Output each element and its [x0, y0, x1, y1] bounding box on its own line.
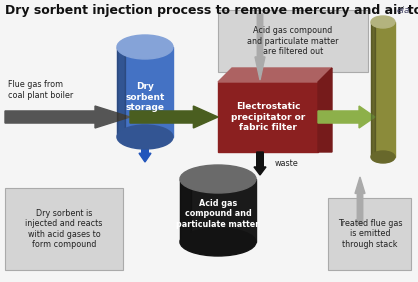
Bar — [180, 179, 256, 242]
FancyBboxPatch shape — [218, 10, 368, 72]
FancyArrow shape — [5, 106, 130, 128]
FancyBboxPatch shape — [328, 198, 411, 270]
FancyArrow shape — [355, 177, 365, 224]
FancyArrow shape — [139, 137, 151, 162]
FancyBboxPatch shape — [5, 188, 123, 270]
Polygon shape — [318, 68, 332, 152]
Text: Electrostatic
precipitator or
fabric filter: Electrostatic precipitator or fabric fil… — [231, 102, 305, 132]
Text: eia: eia — [397, 6, 410, 15]
Text: Acid gas compound
and particulate matter
are filtered out: Acid gas compound and particulate matter… — [247, 26, 339, 56]
FancyArrow shape — [255, 14, 265, 80]
Bar — [117, 47, 173, 137]
FancyArrow shape — [130, 106, 218, 128]
Text: Treated flue gas
is emitted
through stack: Treated flue gas is emitted through stac… — [338, 219, 402, 249]
Bar — [371, 22, 395, 157]
Bar — [117, 47, 125, 137]
Text: Flue gas from
coal plant boiler: Flue gas from coal plant boiler — [8, 80, 73, 100]
Text: Acid gas
compound and
particulate matter: Acid gas compound and particulate matter — [176, 199, 260, 229]
Text: Dry sorbent injection process to remove mercury and air toxics: Dry sorbent injection process to remove … — [5, 4, 418, 17]
Ellipse shape — [371, 16, 395, 28]
Ellipse shape — [117, 125, 173, 149]
Ellipse shape — [180, 228, 256, 256]
Text: Dry sorbent is
injected and reacts
with acid gases to
form compound: Dry sorbent is injected and reacts with … — [25, 209, 103, 249]
Ellipse shape — [180, 165, 256, 193]
FancyArrow shape — [318, 106, 375, 128]
Ellipse shape — [371, 151, 395, 163]
Polygon shape — [218, 68, 332, 82]
Text: Dry
sorbent
storage: Dry sorbent storage — [125, 82, 165, 112]
Bar — [218, 82, 318, 152]
Bar — [371, 22, 375, 157]
Ellipse shape — [117, 35, 173, 59]
Bar — [180, 179, 191, 242]
FancyArrow shape — [254, 152, 266, 175]
Text: waste: waste — [275, 160, 299, 169]
